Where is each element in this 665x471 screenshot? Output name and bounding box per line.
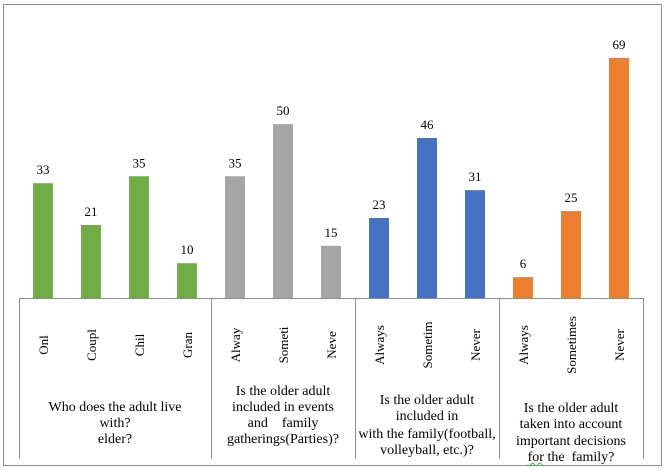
data-label: 35 bbox=[133, 155, 146, 170]
tick-label: Sometim bbox=[420, 322, 435, 369]
bar bbox=[417, 138, 437, 298]
tick-label: Sometimes bbox=[564, 316, 579, 374]
group-label-line: and family bbox=[247, 416, 319, 431]
group-label-line: with the family(football, bbox=[358, 427, 496, 442]
data-label: 31 bbox=[469, 169, 482, 184]
data-label: 25 bbox=[565, 190, 578, 205]
tick-label: Chil bbox=[132, 333, 147, 356]
data-label: 21 bbox=[85, 204, 98, 219]
group-label-line: gatherings(Parties)? bbox=[227, 432, 339, 447]
group-label-line: Is the older adult bbox=[379, 393, 475, 408]
bar bbox=[609, 58, 629, 298]
bar bbox=[465, 190, 485, 298]
data-label: 35 bbox=[229, 155, 242, 170]
bar bbox=[129, 176, 149, 298]
tick-label: Neve bbox=[324, 331, 339, 359]
group-label-line: included in bbox=[395, 409, 459, 424]
bar bbox=[273, 124, 293, 298]
group-label-line: important decisions bbox=[515, 434, 627, 449]
tick-label: Someti bbox=[276, 326, 291, 363]
group-label-line: for the family? bbox=[527, 450, 615, 465]
data-label: 69 bbox=[613, 37, 626, 52]
group-label-line: with? bbox=[99, 416, 131, 431]
bar bbox=[513, 277, 533, 298]
group-label-line: volleyball, etc.)? bbox=[380, 443, 474, 458]
tick-label: Gran bbox=[180, 332, 195, 358]
bar bbox=[561, 211, 581, 298]
group-label-line: Is the older adult bbox=[235, 384, 331, 399]
tick-label: Always bbox=[372, 325, 387, 365]
group-label-line: taken into account bbox=[519, 417, 623, 432]
group-label-line: Who does the adult live bbox=[48, 400, 182, 415]
tick-label: Coupl bbox=[84, 329, 99, 361]
tick-label: Never bbox=[468, 328, 483, 360]
group-label-line: elder? bbox=[97, 432, 133, 447]
data-label: 50 bbox=[277, 103, 290, 118]
tick-label: Always bbox=[516, 325, 531, 365]
bar bbox=[321, 245, 341, 298]
tick-label: Alway bbox=[228, 327, 243, 362]
bar bbox=[225, 176, 245, 298]
data-label: 46 bbox=[421, 117, 435, 132]
data-label: 33 bbox=[37, 162, 50, 177]
bar bbox=[369, 218, 389, 298]
group-label-line: Is the older adult bbox=[523, 401, 619, 416]
spellcheck-underline: for bbox=[527, 450, 544, 465]
data-label: 15 bbox=[325, 225, 338, 240]
data-label: 6 bbox=[520, 256, 527, 271]
tick-label: Onl bbox=[36, 335, 51, 355]
bar bbox=[33, 183, 53, 298]
group-label-line: included in events bbox=[232, 400, 334, 415]
bar bbox=[81, 224, 101, 298]
data-label: 10 bbox=[181, 242, 194, 257]
tick-label: Never bbox=[612, 328, 627, 360]
chart-frame bbox=[3, 4, 662, 466]
data-label: 23 bbox=[373, 197, 386, 212]
bar bbox=[177, 263, 197, 298]
